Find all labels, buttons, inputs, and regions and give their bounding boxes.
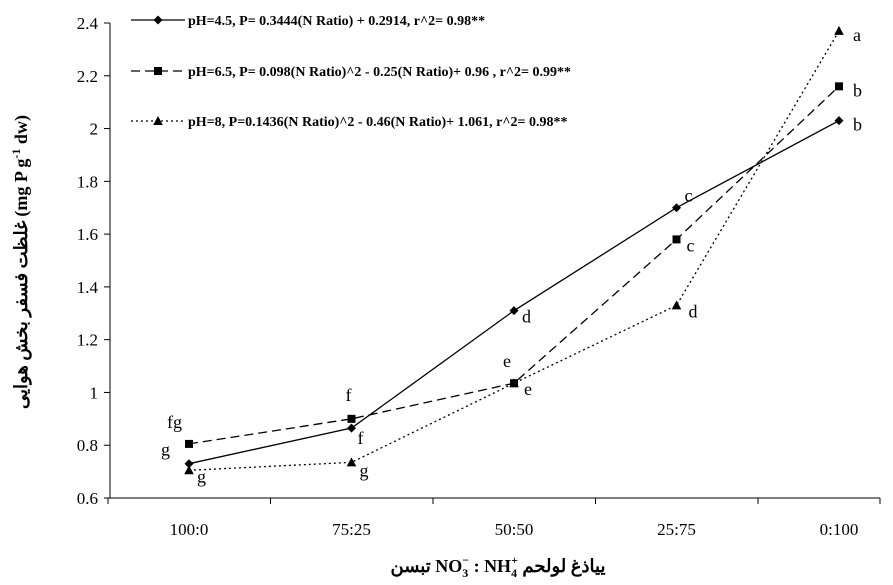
- y-axis-title: غلظت فسفر بخش هوایی (mg P g-1 dw): [9, 115, 32, 409]
- y-tick-label: 1.6: [77, 225, 98, 244]
- x-axis-title-suffix: محلول غذایی: [518, 556, 606, 577]
- legend-marker: [153, 116, 163, 125]
- plot-area: 0.6 0.8 1 1.2 1.4 1.6 1.8 2 2.2 2.4 100:0 75:25 50:…: [77, 14, 881, 539]
- significance-letter: b: [853, 80, 862, 100]
- data-point: [347, 414, 356, 423]
- y-axis-ticks: 0.6 0.8 1 1.2 1.4 1.6 1.8 2 2.2 2.4: [77, 14, 110, 508]
- x-axis-title-ion2-sub: 4: [511, 566, 517, 580]
- x-tick-label: 50:50: [495, 520, 534, 539]
- data-point: [509, 378, 519, 388]
- significance-letter: f: [358, 428, 364, 448]
- y-tick-label: 2.4: [77, 14, 99, 33]
- y-axis-title-unit-sup: -1: [9, 149, 23, 159]
- y-tick-label: 1.2: [77, 331, 98, 350]
- y-tick-label: 1: [90, 383, 99, 402]
- legend-marker: [153, 15, 163, 25]
- x-tick-label: 75:25: [332, 520, 371, 539]
- significance-letter: fg: [167, 412, 182, 432]
- y-axis-title-unit-post: dw): [11, 115, 32, 149]
- x-axis-title-colon: :: [469, 556, 484, 576]
- significance-letter: c: [687, 235, 695, 255]
- data-point: [346, 457, 357, 467]
- legend-label: pH=8, P=0.1436(N Ratio)^2 - 0.46(N Ratio…: [188, 115, 567, 130]
- x-tick-label: 100:0: [170, 520, 209, 539]
- significance-letter: c: [685, 186, 693, 206]
- y-tick-label: 1.4: [77, 278, 99, 297]
- significance-letter: g: [161, 440, 170, 460]
- y-axis-title-fa: غلظت فسفر بخش هوایی: [11, 220, 32, 409]
- series-diamond: [184, 116, 844, 469]
- data-point: [835, 82, 843, 91]
- data-point: [672, 235, 681, 244]
- significance-letter: g: [360, 460, 369, 480]
- legend: pH=4.5, P= 0.3444(N Ratio) + 0.2914, r^2…: [131, 14, 571, 130]
- significance-letter: g: [197, 466, 206, 486]
- significance-letter: d: [689, 301, 698, 321]
- x-axis-title-ion1-sup: −: [462, 553, 469, 567]
- data-point: [184, 465, 194, 475]
- legend-label: pH=4.5, P= 0.3444(N Ratio) + 0.2914, r^2…: [188, 14, 485, 29]
- series-triangle: [184, 25, 844, 475]
- significance-letter: e: [524, 379, 532, 399]
- legend-label: pH=6.5, P= 0.098(N Ratio)^2 - 0.25(N Rat…: [188, 65, 571, 80]
- legend-entry: pH=4.5, P= 0.3444(N Ratio) + 0.2914, r^2…: [131, 14, 485, 29]
- data-point: [347, 423, 356, 433]
- x-axis-title-ion2-sup: +: [511, 553, 518, 567]
- y-axis-title-unit-pre: (mg P g: [11, 159, 32, 217]
- data-point: [834, 25, 844, 35]
- x-axis-ticks: 100:0 75:25 50:50 25:75 0:100: [107, 498, 881, 539]
- x-tick-label: 0:100: [820, 520, 859, 539]
- y-tick-label: 2: [90, 120, 99, 139]
- data-point: [509, 306, 519, 316]
- series-line: [188, 30, 840, 471]
- y-tick-label: 2.2: [77, 67, 98, 86]
- significance-letter: d: [522, 307, 531, 327]
- y-tick-label: 0.6: [77, 489, 98, 508]
- legend-entry: pH=8, P=0.1436(N Ratio)^2 - 0.46(N Ratio…: [131, 115, 567, 130]
- x-axis-title-ion2: NH: [484, 556, 511, 576]
- significance-letter: a: [853, 25, 861, 45]
- significance-letter: e: [503, 351, 511, 371]
- y-tick-label: 0.8: [77, 436, 98, 455]
- data-point: [184, 459, 194, 469]
- series-square: [185, 82, 843, 448]
- data-point: [671, 300, 682, 310]
- x-tick-label: 25:75: [657, 520, 696, 539]
- data-point: [672, 203, 681, 213]
- data-point: [834, 116, 844, 126]
- legend-entry: pH=6.5, P= 0.098(N Ratio)^2 - 0.25(N Rat…: [131, 65, 571, 80]
- significance-letter: b: [853, 115, 862, 135]
- x-axis-title-ion1-sub: 3: [462, 566, 468, 580]
- series-line: [188, 85, 840, 445]
- legend-marker: [154, 67, 162, 75]
- data-point: [185, 439, 193, 448]
- x-axis-title-ion1: NO: [435, 556, 462, 576]
- x-axis-title-prefix: نسبت: [391, 556, 431, 577]
- series-line: [188, 120, 840, 465]
- y-tick-label: 1.8: [77, 172, 98, 191]
- significance-letter: f: [346, 385, 352, 405]
- series-layer: [184, 25, 844, 475]
- x-axis-title: نسبت NO3− : NH4+ محلول غذایی: [391, 553, 606, 580]
